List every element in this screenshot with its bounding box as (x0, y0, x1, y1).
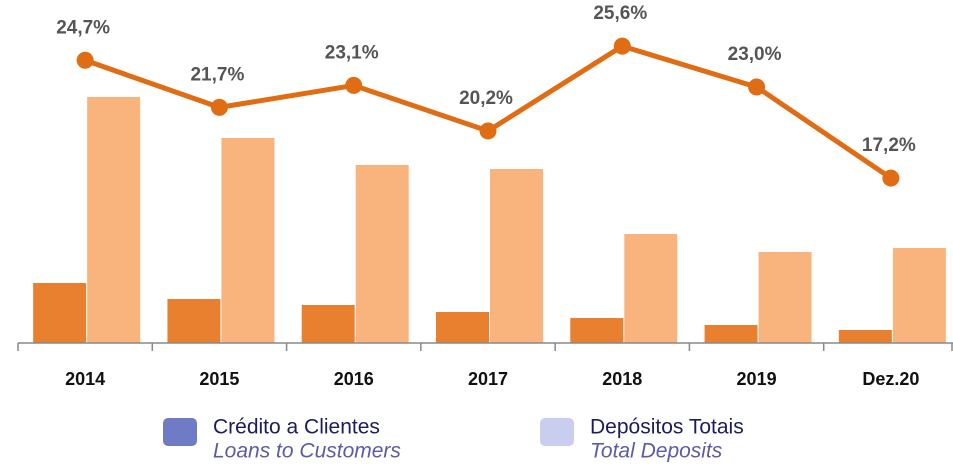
legend-label-en: Loans to Customers (213, 440, 401, 463)
value-label: 20,2% (459, 88, 513, 109)
bar (758, 252, 812, 343)
point (882, 169, 900, 187)
point (613, 37, 631, 55)
legend-swatch (163, 418, 197, 446)
value-label: 21,7% (190, 64, 244, 85)
x-tick-label: 2015 (199, 369, 239, 389)
point (76, 51, 94, 69)
point (748, 78, 766, 96)
x-tick-label: 2014 (65, 369, 105, 389)
x-tick-label: Dez.20 (862, 369, 919, 389)
bar (87, 97, 141, 343)
x-tick-label: 2017 (468, 369, 508, 389)
x-tick-label: 2016 (334, 369, 374, 389)
legend-label: Crédito a Clientes (213, 416, 380, 439)
bar (355, 165, 409, 343)
bar (892, 248, 946, 343)
point (345, 76, 363, 94)
bar (167, 299, 221, 343)
value-label: 24,7% (56, 17, 110, 38)
legend-label-en: Total Deposits (590, 440, 723, 463)
value-label: 25,6% (593, 3, 647, 24)
legend-label: Depósitos Totais (590, 416, 744, 439)
x-tick-label: 2018 (602, 369, 642, 389)
point (210, 98, 228, 116)
bar (624, 234, 678, 343)
bar (570, 318, 624, 343)
x-tick-label: 2019 (737, 369, 777, 389)
bar (301, 305, 355, 343)
legend-swatch (540, 418, 574, 446)
bar (704, 325, 758, 343)
bar (436, 312, 489, 343)
bar (838, 330, 892, 343)
bar (33, 283, 87, 343)
value-label: 23,1% (325, 42, 379, 63)
value-label: 23,0% (728, 44, 782, 65)
bar (221, 138, 275, 343)
value-label: 17,2% (862, 135, 916, 156)
bar (490, 169, 543, 343)
point (479, 122, 497, 140)
